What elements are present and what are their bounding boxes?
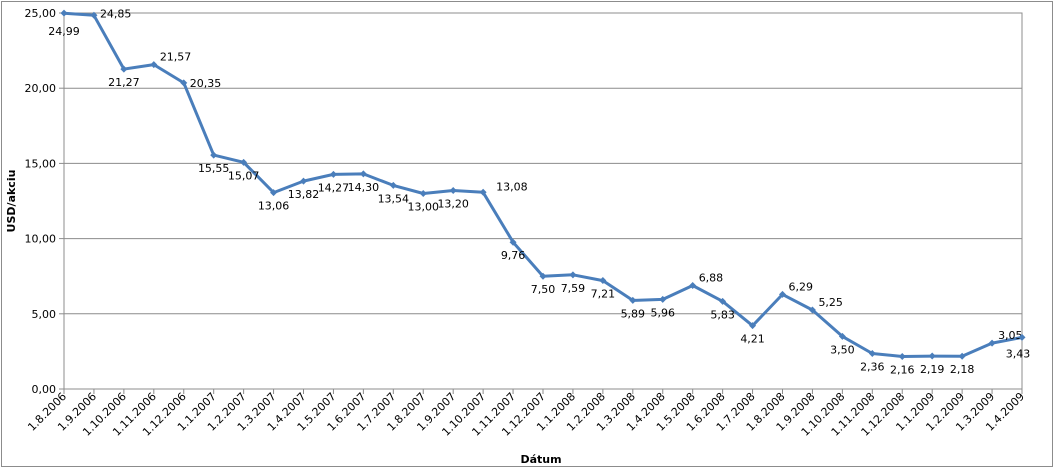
series-line — [63, 11, 1023, 358]
data-label: 7,21 — [591, 288, 616, 301]
data-label: 13,20 — [437, 197, 469, 210]
data-point — [90, 11, 98, 19]
data-label: 21,27 — [108, 76, 140, 89]
data-label: 20,35 — [190, 77, 222, 90]
plot-area — [63, 12, 1023, 390]
data-label: 21,57 — [160, 51, 192, 64]
y-tick-label: 10,00 — [25, 233, 57, 246]
data-label: 5,83 — [710, 308, 735, 321]
data-label: 3,43 — [1006, 347, 1031, 360]
data-point — [988, 339, 996, 347]
data-point — [749, 322, 757, 330]
data-point — [210, 151, 218, 159]
data-label: 6,29 — [789, 280, 814, 293]
data-point — [300, 177, 307, 185]
data-point — [958, 352, 966, 360]
data-point — [599, 277, 607, 285]
data-label: 14,27 — [318, 181, 350, 194]
data-point — [509, 238, 517, 246]
data-label: 5,96 — [651, 306, 676, 319]
data-label: 5,25 — [818, 296, 843, 309]
y-axis-title: USD/akciu — [5, 170, 18, 233]
data-point — [689, 282, 697, 290]
data-label: 13,06 — [258, 200, 290, 213]
data-point — [479, 188, 487, 196]
data-point — [419, 189, 427, 197]
data-point — [629, 296, 637, 304]
data-point — [120, 65, 128, 73]
data-label: 24,85 — [100, 7, 132, 20]
data-label: 9,76 — [501, 249, 526, 262]
y-tick-label: 0,00 — [32, 383, 57, 396]
data-point — [389, 181, 397, 189]
data-label: 5,89 — [621, 307, 646, 320]
data-label: 13,82 — [288, 188, 320, 201]
data-label: 13,08 — [496, 180, 528, 193]
data-point — [808, 306, 816, 314]
data-label: 2,18 — [950, 363, 975, 376]
data-label: 13,00 — [408, 200, 440, 213]
data-label: 2,36 — [860, 361, 885, 374]
data-point — [539, 272, 547, 280]
data-point — [868, 350, 876, 358]
data-label: 3,50 — [830, 343, 855, 356]
data-point — [270, 189, 278, 197]
data-point — [150, 61, 158, 69]
data-point — [60, 9, 68, 17]
data-label: 7,59 — [561, 282, 586, 295]
data-point — [449, 186, 457, 194]
data-point — [659, 295, 667, 303]
y-tick-label: 25,00 — [25, 7, 57, 20]
data-point — [719, 297, 727, 305]
data-point — [240, 158, 248, 166]
data-point — [359, 170, 367, 178]
data-point — [779, 290, 786, 298]
y-tick-label: 5,00 — [32, 308, 57, 321]
y-tick-label: 15,00 — [25, 157, 57, 170]
data-label: 4,21 — [740, 333, 765, 346]
data-label: 2,16 — [890, 364, 915, 377]
data-point — [928, 352, 936, 360]
data-point — [898, 353, 906, 361]
data-label: 6,88 — [699, 272, 724, 285]
data-label: 24,99 — [48, 25, 80, 38]
data-label: 7,50 — [531, 283, 556, 296]
data-label: 14,30 — [348, 181, 380, 194]
data-label: 15,07 — [228, 169, 260, 182]
data-point — [838, 332, 846, 340]
data-point — [329, 170, 337, 178]
data-point — [1018, 333, 1026, 341]
data-label: 3,05 — [998, 329, 1023, 342]
y-tick-label: 20,00 — [25, 82, 57, 95]
data-label: 15,55 — [198, 162, 230, 175]
x-axis-title: Dátum — [520, 453, 561, 466]
data-point — [569, 271, 577, 279]
data-point — [180, 79, 188, 87]
data-label: 13,54 — [378, 192, 410, 205]
data-label: 2,19 — [920, 363, 945, 376]
